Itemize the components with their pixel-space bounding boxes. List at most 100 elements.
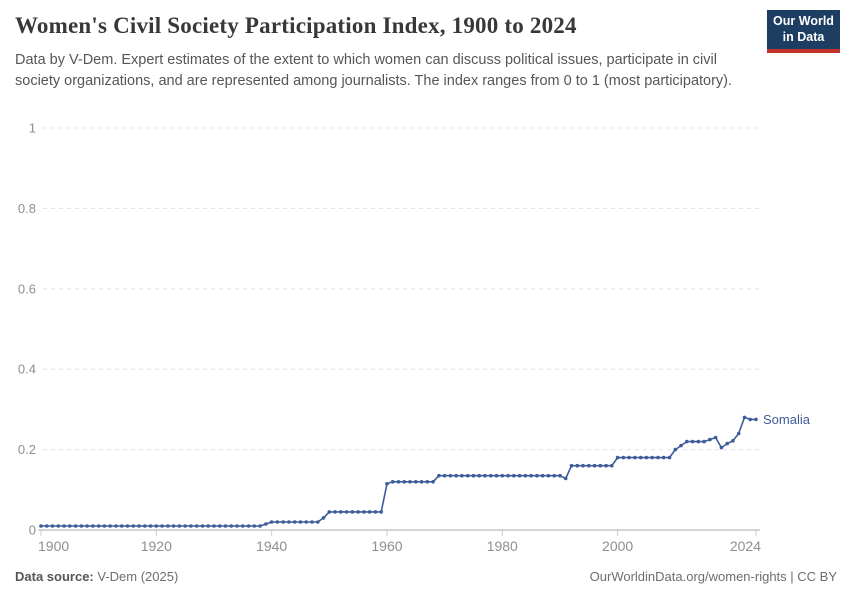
- data-point[interactable]: [79, 524, 84, 528]
- data-point[interactable]: [465, 473, 470, 478]
- data-point[interactable]: [575, 463, 580, 468]
- data-point[interactable]: [304, 520, 309, 524]
- data-point[interactable]: [200, 524, 205, 528]
- data-point[interactable]: [569, 463, 574, 468]
- data-point[interactable]: [419, 480, 424, 484]
- data-point[interactable]: [540, 473, 545, 478]
- data-point[interactable]: [344, 510, 349, 514]
- data-point[interactable]: [748, 417, 752, 422]
- data-point[interactable]: [177, 524, 182, 528]
- data-point[interactable]: [321, 516, 326, 520]
- data-point[interactable]: [367, 510, 372, 514]
- data-point[interactable]: [437, 473, 441, 478]
- data-point[interactable]: [281, 520, 286, 524]
- data-point[interactable]: [517, 473, 522, 478]
- data-point[interactable]: [489, 473, 493, 478]
- data-point[interactable]: [685, 439, 689, 444]
- data-point[interactable]: [454, 473, 459, 478]
- data-point[interactable]: [667, 455, 672, 460]
- data-point[interactable]: [719, 445, 724, 450]
- data-point[interactable]: [114, 524, 118, 528]
- data-point[interactable]: [148, 524, 153, 528]
- data-point[interactable]: [56, 524, 61, 528]
- data-point[interactable]: [529, 473, 533, 478]
- data-point[interactable]: [679, 443, 683, 448]
- data-point[interactable]: [448, 473, 453, 478]
- data-point[interactable]: [477, 473, 482, 478]
- data-point[interactable]: [275, 520, 280, 524]
- data-point[interactable]: [102, 524, 107, 528]
- owid-logo[interactable]: Our World in Data: [767, 10, 840, 53]
- data-point[interactable]: [731, 439, 735, 443]
- data-point[interactable]: [736, 431, 741, 436]
- data-point[interactable]: [91, 524, 95, 528]
- data-point[interactable]: [535, 473, 539, 478]
- data-point[interactable]: [310, 520, 314, 524]
- data-point[interactable]: [512, 473, 516, 478]
- data-point[interactable]: [587, 463, 591, 468]
- data-point[interactable]: [742, 415, 747, 420]
- data-point[interactable]: [298, 520, 303, 524]
- data-point[interactable]: [189, 524, 193, 528]
- data-point[interactable]: [39, 524, 43, 528]
- data-point[interactable]: [408, 480, 412, 484]
- data-point[interactable]: [373, 510, 378, 514]
- data-point[interactable]: [183, 524, 187, 528]
- data-point[interactable]: [154, 524, 159, 528]
- data-point[interactable]: [206, 524, 210, 528]
- data-point[interactable]: [73, 524, 78, 528]
- data-point[interactable]: [316, 520, 320, 524]
- data-point[interactable]: [119, 524, 124, 528]
- data-point[interactable]: [592, 463, 597, 468]
- data-point[interactable]: [610, 463, 614, 468]
- data-point[interactable]: [350, 510, 355, 514]
- data-point[interactable]: [131, 524, 136, 528]
- data-point[interactable]: [500, 473, 505, 478]
- data-point[interactable]: [223, 524, 228, 528]
- data-point[interactable]: [713, 435, 718, 440]
- data-point[interactable]: [379, 510, 384, 514]
- data-point[interactable]: [62, 524, 66, 528]
- data-point[interactable]: [442, 473, 447, 478]
- data-point[interactable]: [627, 455, 631, 460]
- data-point[interactable]: [50, 524, 55, 528]
- data-point[interactable]: [194, 524, 199, 528]
- data-point[interactable]: [171, 524, 176, 528]
- data-point[interactable]: [396, 480, 401, 484]
- data-point[interactable]: [246, 524, 251, 528]
- data-point[interactable]: [621, 455, 626, 460]
- data-point[interactable]: [615, 455, 620, 460]
- data-point[interactable]: [661, 455, 666, 460]
- data-point[interactable]: [754, 417, 758, 422]
- data-point[interactable]: [269, 520, 274, 524]
- data-point[interactable]: [258, 524, 262, 528]
- data-point[interactable]: [725, 441, 729, 446]
- data-point[interactable]: [483, 473, 487, 478]
- data-point[interactable]: [333, 510, 337, 514]
- data-point[interactable]: [673, 447, 678, 452]
- data-point[interactable]: [696, 439, 701, 444]
- data-point[interactable]: [390, 480, 395, 484]
- data-point[interactable]: [45, 524, 49, 528]
- data-point[interactable]: [385, 482, 389, 486]
- data-point[interactable]: [68, 524, 72, 528]
- data-point[interactable]: [137, 524, 141, 528]
- data-point[interactable]: [604, 463, 608, 468]
- data-point[interactable]: [402, 480, 407, 484]
- data-point[interactable]: [339, 510, 343, 514]
- data-point[interactable]: [96, 524, 101, 528]
- data-points-somalia[interactable]: [39, 415, 758, 528]
- data-point[interactable]: [85, 524, 89, 528]
- data-point[interactable]: [264, 522, 268, 526]
- data-point[interactable]: [166, 524, 170, 528]
- data-point[interactable]: [598, 463, 603, 468]
- data-point[interactable]: [235, 524, 239, 528]
- data-point[interactable]: [690, 439, 695, 444]
- data-point[interactable]: [160, 524, 164, 528]
- data-point[interactable]: [494, 473, 499, 478]
- data-point[interactable]: [229, 524, 234, 528]
- data-point[interactable]: [414, 480, 418, 484]
- data-point[interactable]: [356, 510, 360, 514]
- data-point[interactable]: [506, 473, 510, 478]
- data-point[interactable]: [708, 437, 712, 442]
